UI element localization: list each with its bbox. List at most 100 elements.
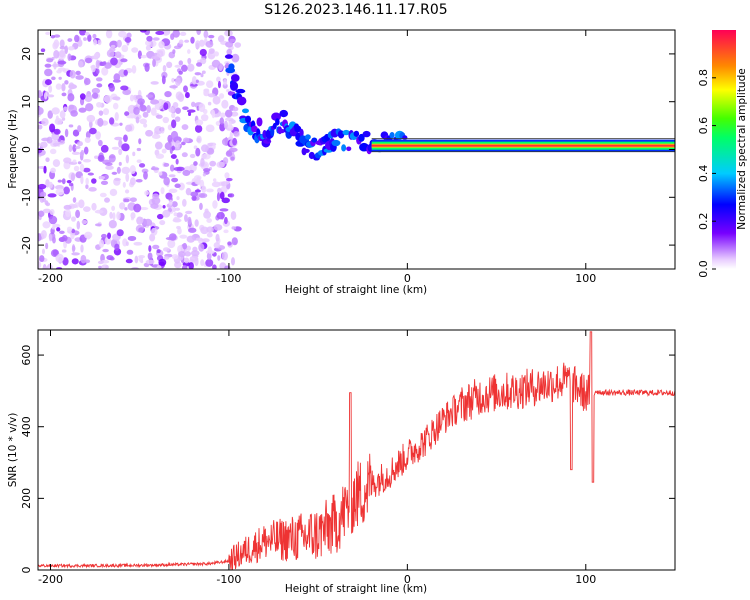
noise-blob <box>225 41 234 48</box>
noise-blob <box>42 208 51 214</box>
noise-blob <box>221 197 230 204</box>
noise-blob <box>154 125 163 135</box>
noise-blob <box>48 234 53 242</box>
snr-x-tick-label: -200 <box>38 573 63 586</box>
noise-blob <box>195 79 199 84</box>
noise-blob <box>159 220 166 226</box>
noise-blob <box>73 165 80 172</box>
noise-blob <box>47 193 57 198</box>
noise-blob <box>55 83 62 90</box>
noise-blob <box>75 70 81 76</box>
noise-blob <box>43 92 48 100</box>
noise-blob <box>75 145 81 149</box>
noise-blob <box>42 266 48 269</box>
noise-blob <box>72 159 77 163</box>
noise-blob <box>154 103 163 110</box>
noise-blob <box>97 39 102 46</box>
noise-blob <box>49 123 56 133</box>
noise-blob <box>130 212 136 219</box>
noise-blob <box>224 136 228 146</box>
noise-blob <box>57 179 63 183</box>
noise-blob <box>80 175 84 185</box>
noise-blob <box>82 167 91 173</box>
noise-blob <box>194 189 201 193</box>
noise-blob <box>181 152 188 158</box>
noise-blob <box>118 139 123 148</box>
noise-blob <box>123 198 130 203</box>
noise-blob <box>84 137 91 143</box>
noise-blob <box>170 154 177 159</box>
noise-blob <box>154 141 163 150</box>
noise-blob <box>98 239 105 248</box>
noise-blob <box>41 248 45 255</box>
noise-blob <box>144 190 149 196</box>
noise-blob <box>204 208 209 214</box>
noise-blob <box>156 264 162 269</box>
noise-blob <box>101 66 109 76</box>
spectrogram-x-label: Height of straight line (km) <box>285 284 427 296</box>
noise-blob <box>182 264 188 269</box>
noise-blob <box>207 246 213 254</box>
echo-blob <box>294 125 302 133</box>
noise-blob <box>50 34 56 39</box>
noise-blob <box>102 61 107 65</box>
noise-blob <box>138 255 146 259</box>
noise-blob <box>95 131 101 140</box>
noise-blob <box>186 245 191 251</box>
noise-blob <box>93 39 98 46</box>
noise-blob <box>174 116 181 122</box>
noise-blob <box>116 211 121 220</box>
noise-blob <box>79 163 85 172</box>
noise-blob <box>67 53 72 61</box>
noise-blob <box>101 233 107 239</box>
noise-blob <box>76 141 83 147</box>
noise-blob <box>53 39 60 49</box>
noise-blob <box>63 204 72 210</box>
noise-blob <box>99 192 107 198</box>
noise-blob <box>185 187 192 196</box>
noise-blob <box>74 202 80 209</box>
noise-blob <box>151 196 161 205</box>
noise-blob <box>57 60 67 65</box>
noise-blob <box>132 151 136 157</box>
noise-blob <box>211 181 221 188</box>
noise-blob <box>145 94 154 98</box>
noise-blob <box>100 180 109 186</box>
noise-blob <box>72 129 80 137</box>
noise-blob <box>52 159 61 168</box>
noise-blob <box>145 129 154 137</box>
noise-blob <box>80 149 85 157</box>
noise-blob <box>104 162 113 166</box>
noise-blob <box>124 189 130 194</box>
echo-blob <box>271 112 282 121</box>
noise-blob <box>62 106 68 112</box>
noise-blob <box>171 145 175 151</box>
noise-blob <box>52 249 59 256</box>
echo-blob <box>230 74 240 82</box>
noise-blob <box>43 165 47 174</box>
noise-blob <box>53 34 61 38</box>
noise-blob <box>50 167 56 174</box>
noise-blob <box>199 202 203 211</box>
noise-blob <box>80 254 87 264</box>
noise-blob <box>201 185 207 193</box>
snr-x-tick-label: -100 <box>216 573 241 586</box>
noise-blob <box>38 90 42 98</box>
noise-blob <box>200 226 209 235</box>
noise-blob <box>171 201 178 208</box>
noise-blob <box>51 226 56 230</box>
noise-blob <box>163 162 170 167</box>
noise-blob <box>203 88 210 93</box>
noise-blob <box>121 166 131 175</box>
noise-blob <box>163 256 170 260</box>
noise-blob <box>178 251 186 258</box>
noise-blob <box>85 184 89 190</box>
spectrogram-x-ticks: -200 -100 0 100 <box>38 30 596 285</box>
noise-blob <box>201 70 206 75</box>
noise-blob <box>175 140 181 150</box>
noise-blob <box>133 106 140 115</box>
noise-blob <box>78 199 85 209</box>
noise-blob <box>228 147 238 153</box>
noise-blob <box>226 177 233 182</box>
